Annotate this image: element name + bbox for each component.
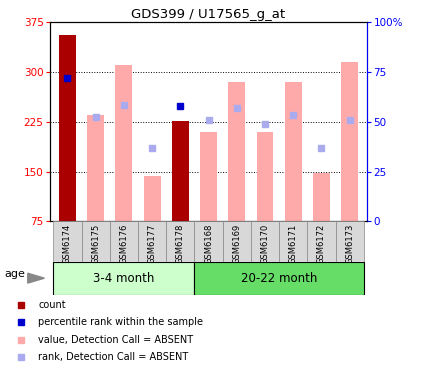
Text: count: count <box>38 300 66 310</box>
Text: GSM6173: GSM6173 <box>344 223 353 264</box>
Bar <box>194 262 363 295</box>
Bar <box>53 262 194 295</box>
Bar <box>250 221 279 262</box>
Text: value, Detection Call = ABSENT: value, Detection Call = ABSENT <box>38 335 193 344</box>
Bar <box>222 221 250 262</box>
Bar <box>115 65 132 221</box>
Bar <box>138 221 166 262</box>
Bar <box>166 221 194 262</box>
Bar <box>53 221 81 262</box>
Text: age: age <box>4 269 25 279</box>
Bar <box>81 221 110 262</box>
Bar <box>194 221 222 262</box>
Text: GSM6175: GSM6175 <box>91 223 100 264</box>
Text: GSM6176: GSM6176 <box>119 223 128 264</box>
Bar <box>335 221 363 262</box>
Text: GSM6171: GSM6171 <box>288 223 297 264</box>
Bar <box>228 82 245 221</box>
Text: GSM6169: GSM6169 <box>232 223 241 264</box>
Bar <box>256 132 273 221</box>
Text: percentile rank within the sample: percentile rank within the sample <box>38 317 203 327</box>
Bar <box>200 132 216 221</box>
Text: 3-4 month: 3-4 month <box>93 272 154 285</box>
Polygon shape <box>28 273 44 283</box>
Bar <box>284 82 301 221</box>
Bar <box>87 115 104 221</box>
Bar <box>340 62 357 221</box>
Text: rank, Detection Call = ABSENT: rank, Detection Call = ABSENT <box>38 352 188 362</box>
Text: GSM6168: GSM6168 <box>204 223 212 264</box>
Text: GSM6174: GSM6174 <box>63 223 72 264</box>
Bar <box>279 221 307 262</box>
Bar <box>110 221 138 262</box>
Text: GSM6178: GSM6178 <box>175 223 184 264</box>
Text: GSM6172: GSM6172 <box>316 223 325 264</box>
Bar <box>307 221 335 262</box>
Bar <box>312 173 329 221</box>
Text: GSM6170: GSM6170 <box>260 223 269 264</box>
Bar <box>59 35 76 221</box>
Bar <box>143 176 160 221</box>
Text: 20-22 month: 20-22 month <box>240 272 317 285</box>
Text: GSM6177: GSM6177 <box>147 223 156 264</box>
Bar <box>171 121 188 221</box>
Title: GDS399 / U17565_g_at: GDS399 / U17565_g_at <box>131 8 285 21</box>
